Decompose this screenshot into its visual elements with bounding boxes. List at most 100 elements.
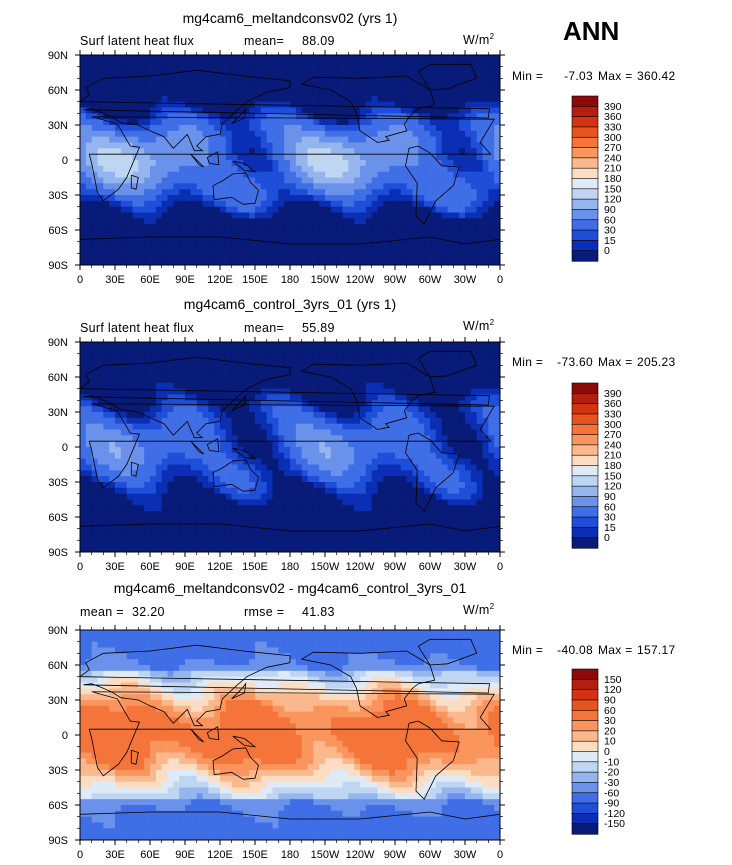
field-cell: [132, 353, 139, 360]
field-cell: [103, 171, 110, 178]
field-cell: [348, 212, 355, 219]
field-cell: [290, 55, 297, 62]
field-cell: [435, 394, 443, 401]
field-cell: [360, 230, 367, 237]
field-cell: [348, 148, 355, 155]
field-cell: [441, 493, 448, 500]
field-cell: [377, 511, 384, 518]
field-cell: [144, 195, 151, 202]
field-cell: [196, 183, 203, 190]
field-cell: [161, 119, 168, 126]
field-cell: [190, 517, 198, 524]
field-cell: [260, 90, 268, 97]
field-cell: [395, 218, 402, 225]
field-cell: [476, 499, 483, 506]
field-cell: [80, 394, 87, 401]
field-cell: [231, 177, 238, 184]
field-cell: [272, 90, 279, 97]
field-cell: [354, 359, 361, 366]
field-cell: [412, 60, 419, 68]
field-cell: [225, 136, 233, 143]
field-cell: [255, 406, 262, 413]
field-cell: [441, 113, 448, 120]
field-cell: [278, 417, 285, 425]
field-cell: [418, 452, 425, 460]
field-cell: [494, 136, 500, 143]
field-cell: [138, 429, 145, 436]
field-cell: [190, 95, 198, 103]
field-cell: [424, 476, 431, 483]
field-cell: [80, 66, 87, 73]
field-cell: [342, 130, 349, 138]
field-cell: [126, 60, 133, 68]
field-cell: [132, 136, 139, 143]
field-cell: [272, 160, 279, 167]
field-cell: [342, 230, 349, 237]
field-cell: [284, 259, 291, 265]
field-cell: [365, 487, 373, 495]
field-cell: [220, 400, 227, 407]
field-cell: [85, 458, 93, 465]
field-cell: [307, 359, 314, 366]
field-cell: [447, 476, 454, 483]
field-cell: [202, 365, 209, 372]
field-cell: [167, 148, 174, 155]
field-cell: [167, 95, 174, 103]
field-cell: [249, 499, 256, 506]
field-cell: [465, 342, 472, 349]
field-cell: [377, 230, 384, 237]
field-cell: [85, 177, 93, 184]
field-cell: [196, 342, 203, 349]
field-cell: [459, 183, 466, 190]
field-cell: [202, 505, 209, 512]
field-cell: [325, 342, 332, 349]
field-cell: [243, 154, 250, 161]
field-cell: [120, 224, 128, 231]
field-cell: [459, 447, 466, 454]
field-cell: [412, 353, 419, 360]
field-cell: [214, 394, 221, 401]
field-cell: [167, 464, 174, 471]
field-cell: [190, 90, 198, 97]
field-cell: [488, 230, 495, 237]
field-cell: [441, 235, 448, 243]
field-cell: [208, 171, 215, 178]
field-cell: [400, 183, 408, 190]
field-cell: [459, 136, 466, 143]
field-cell: [103, 200, 110, 208]
field-cell: [395, 230, 402, 237]
field-cell: [237, 60, 244, 68]
field-cell: [225, 435, 233, 442]
field-cell: [155, 84, 163, 91]
field-cell: [360, 377, 367, 384]
field-cell: [435, 119, 443, 126]
field-cell: [190, 136, 198, 143]
field-cell: [225, 183, 233, 190]
field-cell: [173, 189, 180, 196]
field-cell: [371, 417, 378, 425]
field-cell: [470, 84, 478, 91]
field-cell: [225, 388, 233, 395]
field-cell: [342, 200, 349, 208]
field-cell: [214, 470, 221, 477]
field-cell: [470, 359, 478, 366]
field-cell: [179, 113, 186, 120]
field-cell: [85, 60, 93, 68]
field-cell: [424, 259, 431, 265]
field-cell: [173, 200, 180, 208]
field-cell: [138, 218, 145, 225]
field-cell: [80, 441, 87, 448]
field-cell: [418, 253, 425, 260]
field-cell: [132, 72, 139, 79]
field-cell: [190, 482, 198, 489]
field-cell: [260, 55, 268, 62]
field-cell: [348, 394, 355, 401]
field-cell: [249, 195, 256, 202]
field-cell: [144, 241, 151, 248]
field-cell: [406, 177, 413, 184]
field-cell: [365, 235, 373, 243]
field-cell: [272, 476, 279, 483]
field-cell: [441, 66, 448, 73]
field-cell: [284, 359, 291, 366]
field-cell: [383, 136, 390, 143]
